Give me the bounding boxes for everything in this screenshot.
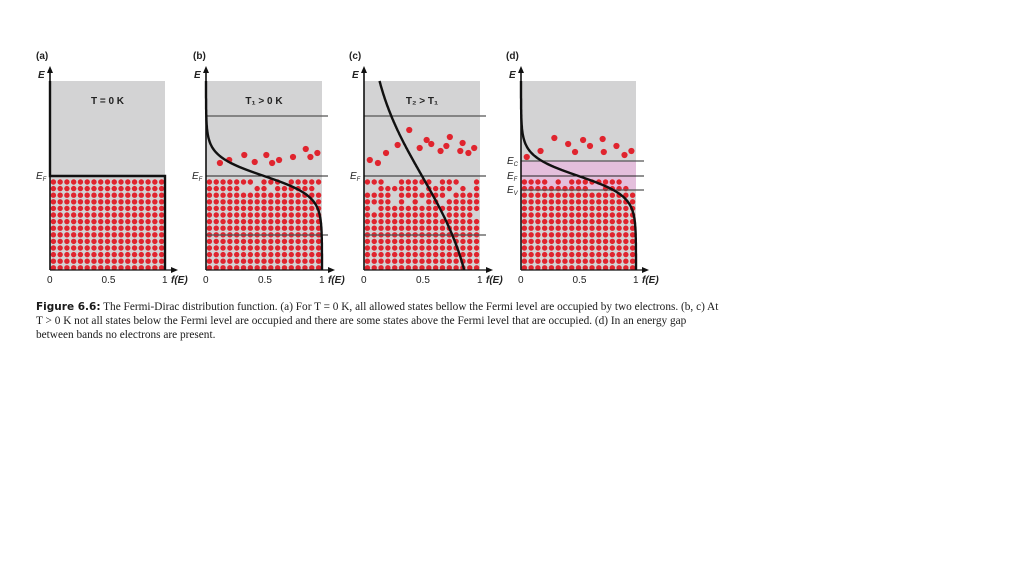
distribution-curve [378,80,466,271]
x-tick: 0.5 [573,275,587,286]
x-tick: 1 [633,275,639,286]
x-tick: 0 [518,275,524,286]
arrow-right-icon [642,267,649,273]
panel-label: (c) [349,51,361,62]
x-tick: 0.5 [258,275,272,286]
level-label-e_f: EF [192,171,203,183]
figure-caption: Figure 6.6: The Fermi-Dirac distribution… [36,300,726,343]
energy-axis-label: E [509,70,516,81]
energy-axis-label: E [194,70,201,81]
electrons [206,145,322,271]
level-label-e_c: EC [507,156,519,168]
electrons [364,126,480,271]
caption-text: The Fermi-Dirac distribution function. (… [36,301,719,342]
arrow-up-icon [203,66,209,73]
electrons [521,134,636,271]
energy-axis-label: E [352,70,359,81]
panel-title: T = 0 K [91,96,125,107]
arrow-up-icon [47,66,53,73]
x-axis-label: f(E) [642,275,659,286]
x-tick: 0.5 [416,275,430,286]
x-axis-label: f(E) [171,275,188,286]
arrow-up-icon [361,66,367,73]
panel-b: (b) E T₁ > 0 K EF 0 0.5 1 f(E) [192,51,345,286]
arrow-right-icon [171,267,178,273]
panel-label: (b) [193,51,206,62]
energy-axis-label: E [38,70,45,81]
electrons [50,179,165,271]
panel-a: (a) E T = 0 K EF 0 0.5 1 f(E) [36,51,188,286]
level-label-e_f: EF [36,171,47,183]
arrow-up-icon [518,66,524,73]
panel-title: T₁ > 0 K [245,96,283,107]
x-tick: 0 [361,275,367,286]
x-tick: 0 [47,275,53,286]
x-tick: 1 [162,275,168,286]
x-tick: 1 [477,275,483,286]
panel-title: T₂ > T₁ [406,96,438,107]
panel-d: (d) E EC EF EV 0 0.5 1 f(E) [506,51,659,286]
panel-label: (d) [506,51,519,62]
x-axis-label: f(E) [328,275,345,286]
caption-label: Figure 6.6: [36,301,101,313]
fermi-dirac-figure: (a) E T = 0 K EF 0 0.5 1 f(E) (b) E T₁ > 0 K EF 0 0.5… [36,51,659,286]
panel-label: (a) [36,51,48,62]
level-label-e_f: EF [507,171,518,183]
x-axis-label: f(E) [486,275,503,286]
panel-c: (c) E T₂ > T₁ EF 0 0.5 1 f(E) [349,51,503,286]
x-tick: 1 [319,275,325,286]
arrow-right-icon [486,267,493,273]
x-tick: 0.5 [102,275,116,286]
x-tick: 0 [203,275,209,286]
arrow-right-icon [328,267,335,273]
level-label-e_v: EV [507,185,519,197]
level-label-e_f: EF [350,171,361,183]
